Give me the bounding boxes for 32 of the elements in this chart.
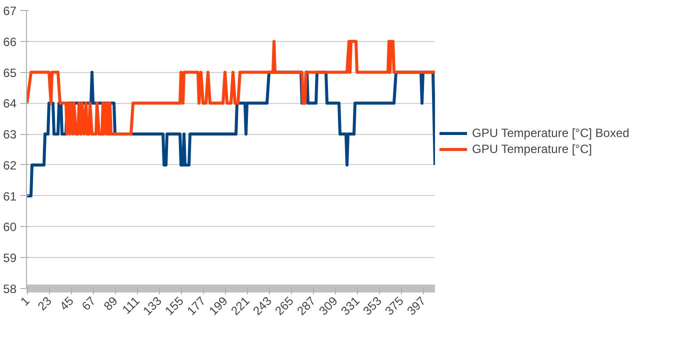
x-tick-label: 265 (272, 294, 297, 318)
x-tick-label: 111 (120, 294, 143, 317)
y-tick-label: 63 (3, 128, 17, 142)
legend-label: GPU Temperature [°C] Boxed (472, 126, 630, 140)
x-tick-label: 397 (404, 294, 429, 318)
y-tick-label: 59 (3, 251, 17, 266)
y-tick-label: 61 (3, 189, 17, 204)
y-tick-label: 64 (3, 96, 17, 111)
x-tick-label: 331 (338, 294, 363, 318)
x-tick-label: 375 (382, 294, 407, 318)
x-tick-label: 45 (56, 294, 77, 314)
x-tick-label: 221 (228, 294, 253, 318)
x-tick-label: 67 (78, 294, 99, 314)
y-tick-label: 58 (3, 282, 17, 296)
y-tick-label: 62 (3, 158, 17, 172)
x-tick-label: 287 (294, 294, 319, 318)
line-series (26, 40, 435, 136)
x-tick-label: 1 (18, 294, 33, 309)
y-tick-label: 60 (3, 220, 17, 234)
y-tick-label: 67 (3, 4, 17, 18)
x-tick-label: 199 (206, 294, 231, 318)
x-tick-label: 155 (162, 294, 187, 318)
x-tick-label: 133 (140, 294, 165, 318)
x-tick-label: 243 (250, 294, 275, 318)
x-tick-label: 353 (360, 294, 385, 318)
x-tick-label: 89 (100, 294, 121, 314)
x-tick-label: 309 (316, 294, 341, 318)
y-tick-label: 66 (3, 34, 17, 49)
y-tick-label: 65 (3, 66, 17, 80)
x-tick-label: 23 (34, 294, 55, 314)
x-tick-label: 177 (184, 294, 209, 318)
legend-label: GPU Temperature [°C] (472, 142, 592, 156)
